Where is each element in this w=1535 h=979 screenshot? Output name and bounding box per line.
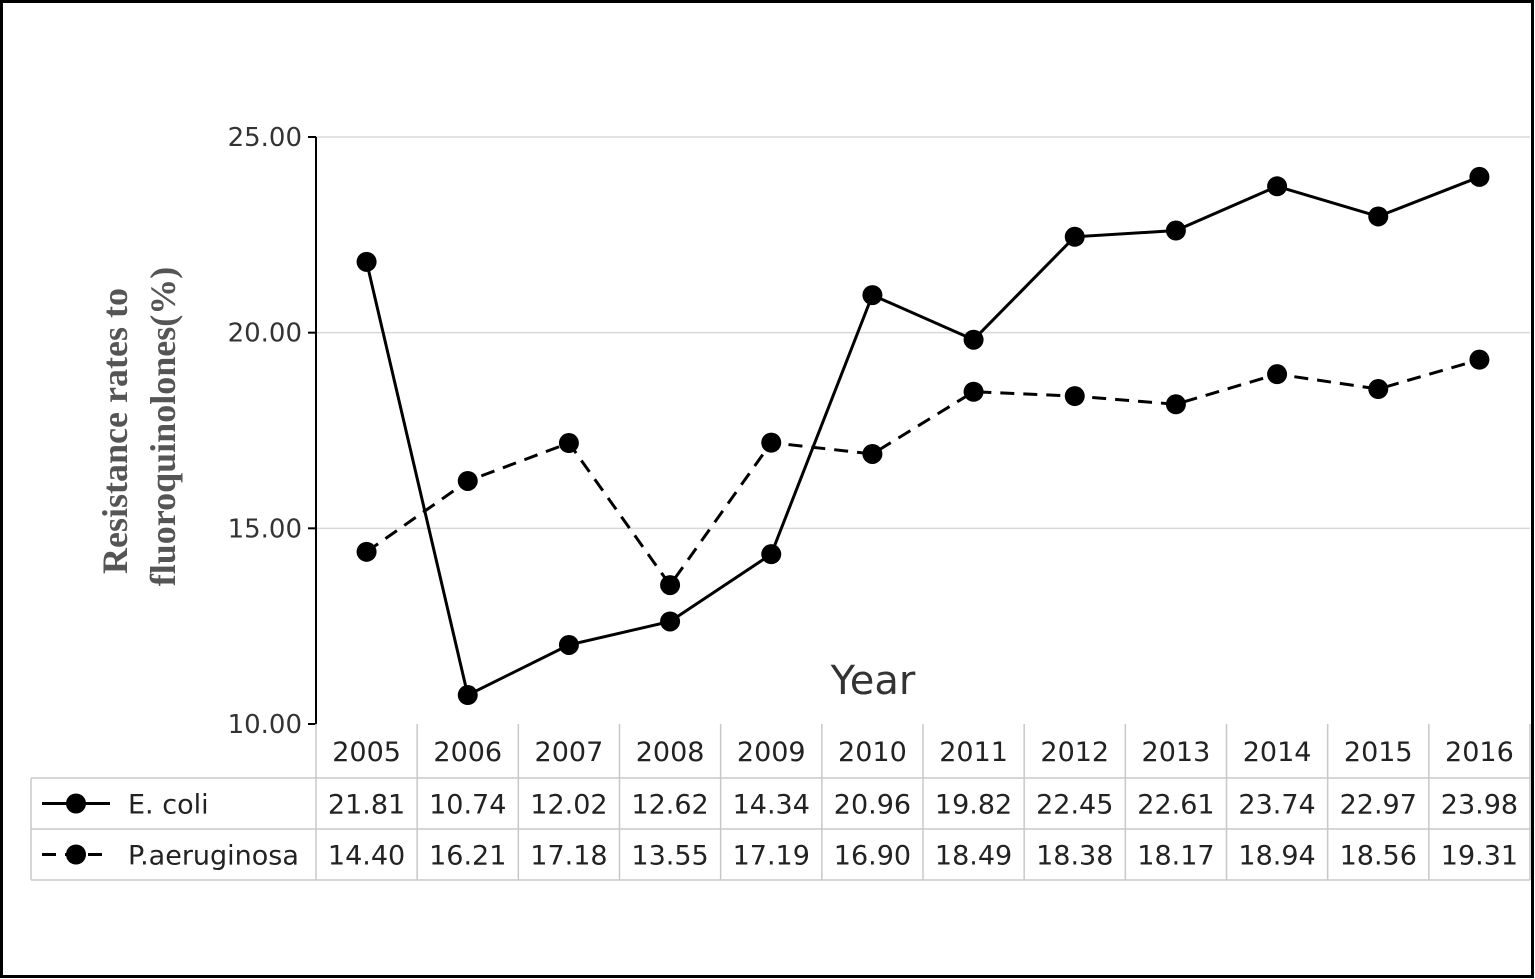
- data-label: 16.90: [834, 841, 911, 872]
- y-tick-label: 20.00: [228, 319, 302, 349]
- data-label: 13.55: [631, 841, 708, 872]
- legend-marker-1: [66, 793, 86, 814]
- data-label: 22.45: [1036, 790, 1113, 821]
- series-1-point: [1064, 226, 1085, 247]
- series-1-point: [1267, 176, 1288, 197]
- series-1-point: [761, 544, 782, 565]
- series-2-point: [761, 432, 782, 453]
- series-1-point: [1469, 166, 1490, 187]
- data-label: 17.18: [530, 841, 607, 872]
- data-table: 2005 2006 2007 2008 2009 2010 2011 2012 2013 2014…: [30, 724, 1531, 881]
- data-label: 23.98: [1441, 790, 1518, 821]
- y-axis-title-line-2: fluoroquinolones(%): [143, 267, 183, 586]
- x-tick-label: 2015: [1344, 737, 1413, 768]
- data-label: 12.62: [631, 790, 708, 821]
- x-tick-label: 2010: [838, 737, 907, 768]
- x-tick-label: 2013: [1142, 737, 1211, 768]
- series-1-point: [862, 285, 883, 306]
- data-label: 14.40: [328, 841, 405, 872]
- data-label: 21.81: [328, 790, 405, 821]
- y-tick-label: 15.00: [228, 514, 302, 544]
- gridlines: [316, 136, 1530, 530]
- series-2-point: [862, 443, 883, 464]
- series-1-point: [660, 611, 681, 632]
- plot-area: [356, 166, 1490, 706]
- data-label: 22.61: [1137, 790, 1214, 821]
- legend-label-2: P.aeruginosa: [128, 841, 299, 872]
- data-label: 12.02: [530, 790, 607, 821]
- x-tick-label: 2008: [636, 737, 705, 768]
- x-tick-label: 2012: [1040, 737, 1109, 768]
- series-2-point: [1469, 349, 1490, 370]
- series-1-point: [457, 685, 478, 706]
- data-label: 18.94: [1238, 841, 1315, 872]
- data-label: 18.56: [1340, 841, 1417, 872]
- series-2-point: [963, 381, 984, 402]
- x-tick-label: 2014: [1243, 737, 1312, 768]
- data-label: 14.34: [733, 790, 810, 821]
- series-2-point: [356, 541, 377, 562]
- y-axis-title: Resistance rates to fluoroquinolones(%): [95, 267, 183, 586]
- x-tick-label: 2006: [433, 737, 502, 768]
- x-tick-label: 2005: [332, 737, 401, 768]
- series-2-point: [1267, 364, 1288, 385]
- y-tick-label: 25.00: [228, 123, 302, 153]
- series-2-point: [457, 470, 478, 491]
- series-2-point: [660, 575, 681, 596]
- series-1-point: [963, 329, 984, 350]
- series-2-point: [1165, 394, 1186, 415]
- series-1-point: [1368, 206, 1389, 227]
- legend-marker-2: [66, 844, 86, 865]
- series-2-point: [1368, 379, 1389, 400]
- series-1-point: [356, 251, 377, 272]
- data-label: 19.82: [935, 790, 1012, 821]
- data-label: 22.97: [1340, 790, 1417, 821]
- legend-label-1: E. coli: [128, 790, 209, 821]
- y-axis-title-line-1: Resistance rates to: [95, 288, 135, 574]
- data-label: 23.74: [1238, 790, 1315, 821]
- x-tick-label: 2011: [939, 737, 1008, 768]
- data-label: 18.38: [1036, 841, 1113, 872]
- y-tick-label: 10.00: [228, 710, 302, 740]
- y-axis-ticks: 10.00 15.00 20.00 25.00: [228, 123, 316, 740]
- data-label: 10.74: [429, 790, 506, 821]
- data-label: 17.19: [733, 841, 810, 872]
- data-label: 20.96: [834, 790, 911, 821]
- data-label: 19.31: [1441, 841, 1518, 872]
- x-axis-title: Year: [830, 658, 916, 704]
- data-label: 16.21: [429, 841, 506, 872]
- series-2-point: [558, 433, 579, 454]
- series-line-1: [365, 175, 1480, 698]
- data-label: 18.17: [1137, 841, 1214, 872]
- series-1-point: [1165, 220, 1186, 241]
- x-tick-label: 2016: [1445, 737, 1514, 768]
- series-2-point: [1064, 386, 1085, 407]
- x-tick-label: 2009: [737, 737, 806, 768]
- series-1-point: [558, 634, 579, 655]
- series-line-2: [365, 358, 1480, 588]
- data-label: 18.49: [935, 841, 1012, 872]
- x-tick-label: 2007: [535, 737, 604, 768]
